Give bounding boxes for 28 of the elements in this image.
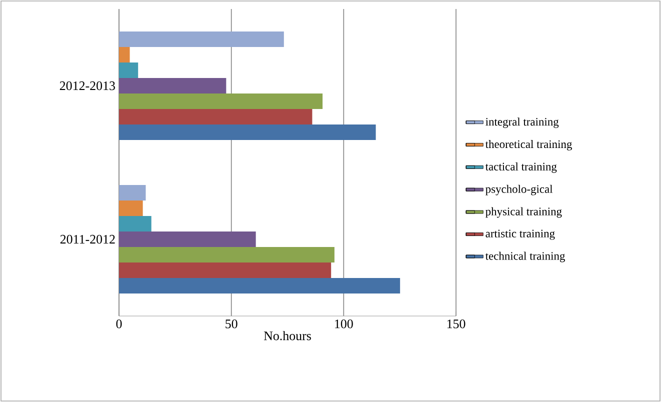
- bar: [119, 216, 152, 232]
- legend-label: theoretical training: [485, 140, 572, 150]
- bar: [119, 94, 323, 109]
- x-tick-label: 50: [226, 320, 238, 328]
- x-tick-label: 150: [447, 320, 466, 328]
- bar: [119, 185, 146, 200]
- legend-label: tactical training: [485, 162, 557, 173]
- bar: [119, 278, 400, 294]
- bar: [119, 109, 312, 124]
- x-tick-label: 0: [116, 320, 122, 328]
- bar: [119, 47, 130, 62]
- bar: [119, 247, 334, 263]
- legend-label: technical training: [485, 252, 565, 262]
- bar: [119, 262, 332, 278]
- legend-label: integral training: [486, 118, 559, 128]
- x-tick-label: 100: [335, 320, 353, 328]
- bar: [119, 62, 138, 78]
- x-axis-title: No.hours: [264, 331, 311, 340]
- bar: [119, 78, 226, 94]
- bar: [119, 200, 143, 216]
- legend-label: psycholo-gical: [486, 184, 553, 196]
- y-tick-label: 2012-2013: [60, 81, 115, 90]
- bar: [119, 32, 284, 47]
- bar: [119, 232, 256, 248]
- y-tick-label: 2011-2012: [60, 234, 115, 244]
- legend-label: artistic training: [486, 230, 555, 240]
- bar: [119, 124, 376, 140]
- legend-label: physical training: [486, 207, 562, 218]
